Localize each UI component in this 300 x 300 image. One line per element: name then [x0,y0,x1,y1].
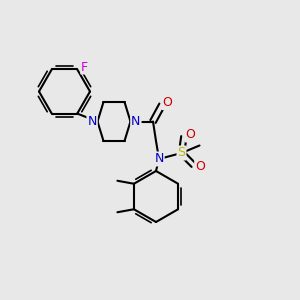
Text: N: N [131,115,141,128]
Text: S: S [178,146,185,160]
Text: N: N [154,152,164,166]
Text: N: N [87,115,97,128]
Text: O: O [163,96,172,109]
Text: F: F [81,61,88,74]
Text: O: O [186,128,195,142]
Text: O: O [195,160,205,173]
